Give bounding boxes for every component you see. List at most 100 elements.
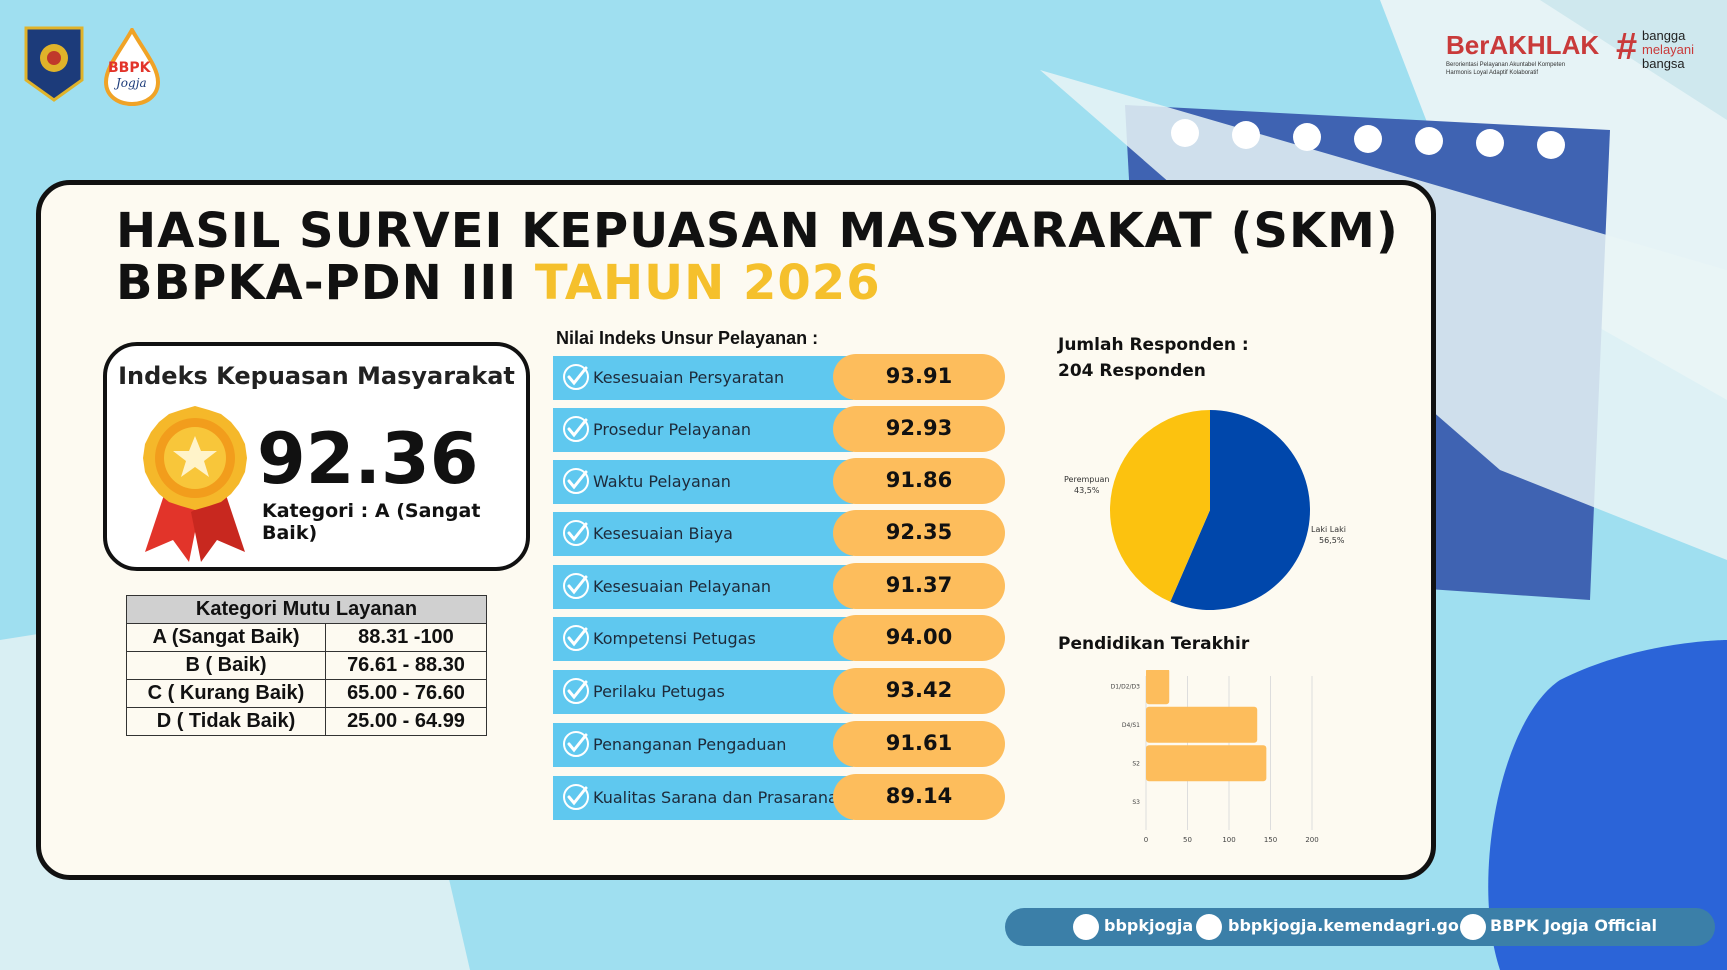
instagram-handle[interactable]: bbpkjogja xyxy=(1104,916,1194,935)
x-tick-label: 50 xyxy=(1183,836,1192,844)
mutu-range-cell: 25.00 - 64.99 xyxy=(325,707,487,736)
mutu-category-cell: C ( Kurang Baik) xyxy=(126,679,326,708)
unsur-row: Kesesuaian Pelayanan 91.37 xyxy=(553,563,1005,609)
unsur-row: Perilaku Petugas 93.42 xyxy=(553,668,1005,714)
unsur-value: 92.93 xyxy=(885,416,953,440)
unsur-value: 91.86 xyxy=(885,468,953,492)
unsur-value-pill xyxy=(833,510,1005,556)
pie-label-value: 56,5% xyxy=(1319,536,1345,545)
bangga-hash-icon: # xyxy=(1616,26,1638,68)
check-icon xyxy=(563,678,589,704)
kemendagri-emblem-icon xyxy=(24,26,84,102)
y-tick-label: D4/S1 xyxy=(1122,722,1140,729)
unsur-label: Kompetensi Petugas xyxy=(593,629,756,648)
unsur-label: Kualitas Sarana dan Prasarana xyxy=(593,788,838,807)
notepad-rings xyxy=(1171,119,1565,159)
unsur-value-pill xyxy=(833,721,1005,767)
ikm-value: 92.36 xyxy=(257,418,479,500)
bangga-line-3: bangsa xyxy=(1642,56,1685,71)
unsur-bar xyxy=(553,512,853,556)
ikm-box: Indeks Kepuasan Masyarakat 92.36 Kategor… xyxy=(103,342,530,571)
unsur-row: Prosedur Pelayanan 92.93 xyxy=(553,406,1005,452)
unsur-bar xyxy=(553,356,853,400)
website-link[interactable]: bbpkjogja.kemendagri.go.id xyxy=(1228,916,1482,935)
unsur-value-pill xyxy=(833,615,1005,661)
check-icon xyxy=(563,416,589,442)
ikm-category: Kategori : A (Sangat Baik) xyxy=(262,500,481,544)
x-tick-label: 0 xyxy=(1144,836,1148,844)
check-icon xyxy=(563,573,589,599)
unsur-label: Perilaku Petugas xyxy=(593,682,725,701)
unsur-heading: Nilai Indeks Unsur Pelayanan : xyxy=(556,328,819,348)
bar-s2 xyxy=(1146,745,1267,782)
title-line-1: HASIL SURVEI KEPUASAN MASYARAKAT (SKM) xyxy=(116,203,1399,259)
pendidikan-title: Pendidikan Terakhir xyxy=(1058,634,1250,654)
unsur-value-pill xyxy=(833,458,1005,504)
berakhlak-logo: BerAKHLAK Berorientasi Pelayanan Akuntab… xyxy=(1446,30,1606,80)
unsur-bar xyxy=(553,723,853,767)
bangga-line-1: bangga xyxy=(1642,28,1686,43)
mutu-category-cell: D ( Tidak Baik) xyxy=(126,707,326,736)
unsur-row: Kesesuaian Biaya 92.35 xyxy=(553,510,1005,556)
bangga-melayani-logo: # bangga melayani bangsa xyxy=(1616,26,1716,74)
check-icon xyxy=(563,364,589,390)
unsur-row: Penanganan Pengaduan 91.61 xyxy=(553,721,1005,767)
pie-label-name: Laki Laki xyxy=(1311,525,1346,534)
unsur-value: 91.37 xyxy=(885,573,953,597)
table-row: C ( Kurang Baik) 65.00 - 76.60 xyxy=(126,679,487,708)
check-icon xyxy=(563,625,589,651)
berakhlak-tagline-2: Harmonis Loyal Adaptif Kolaboratif xyxy=(1446,70,1539,76)
globe-icon[interactable] xyxy=(1196,914,1222,940)
youtube-icon[interactable] xyxy=(1460,914,1486,940)
bar-d1-d2-d3 xyxy=(1146,670,1170,705)
unsur-value-pill xyxy=(833,563,1005,609)
x-tick-label: 100 xyxy=(1222,836,1235,844)
y-tick-label: S3 xyxy=(1132,799,1140,806)
unsur-value: 93.91 xyxy=(885,364,953,388)
check-icon xyxy=(563,468,589,494)
pie-label-name: Perempuan xyxy=(1064,475,1109,484)
bbpk-logo-text: BBPK xyxy=(108,60,151,76)
unsur-row: Waktu Pelayanan 91.86 xyxy=(553,458,1005,504)
youtube-channel[interactable]: BBPK Jogja Official xyxy=(1490,916,1658,935)
x-tick-label: 200 xyxy=(1305,836,1318,844)
title-year-highlight: TAHUN 2026 xyxy=(534,255,881,311)
mutu-layanan-table: Kategori Mutu Layanan A (Sangat Baik) 88… xyxy=(126,595,487,736)
bangga-line-2: melayani xyxy=(1642,42,1695,57)
unsur-bar xyxy=(553,776,853,820)
unsur-value-pill xyxy=(833,668,1005,714)
unsur-value-pill xyxy=(833,354,1005,400)
gender-pie-chart: Perempuan 43,5% Laki Laki 56,5% xyxy=(1064,410,1346,610)
mutu-table-header: Kategori Mutu Layanan xyxy=(126,595,487,624)
unsur-bar xyxy=(553,565,853,609)
unsur-bar xyxy=(553,460,853,504)
education-bar-chart: 0 50 100 150 200 D1/D2/D3 D4/S1 S2 S3 xyxy=(1111,670,1319,844)
table-header-row: Kategori Mutu Layanan xyxy=(126,595,487,624)
mutu-range-cell: 88.31 -100 xyxy=(325,623,487,652)
unsur-value-pill xyxy=(833,406,1005,452)
check-icon xyxy=(563,520,589,546)
unsur-row: Kompetensi Petugas 94.00 xyxy=(553,615,1005,661)
unsur-label: Kesesuaian Pelayanan xyxy=(593,577,772,596)
unsur-row: Kesesuaian Persyaratan 93.91 xyxy=(553,354,1005,400)
unsur-bar xyxy=(553,670,853,714)
mutu-category-cell: B ( Baik) xyxy=(126,651,326,680)
x-tick-label: 150 xyxy=(1264,836,1277,844)
bbpk-logo-subtext: Jogja xyxy=(116,76,147,90)
unsur-row: Kualitas Sarana dan Prasarana 89.14 xyxy=(553,774,1005,820)
unsur-bar xyxy=(553,617,853,661)
berakhlak-tagline-1: Berorientasi Pelayanan Akuntabel Kompete… xyxy=(1446,62,1566,68)
bar-d4-s1 xyxy=(1146,706,1258,743)
pie-slice-perempuan xyxy=(1110,410,1210,602)
unsur-label: Prosedur Pelayanan xyxy=(593,420,752,439)
mutu-category-cell: A (Sangat Baik) xyxy=(126,623,326,652)
mutu-range-cell: 65.00 - 76.60 xyxy=(325,679,487,708)
title-line-2: BBPKA-PDN III xyxy=(116,255,535,311)
y-tick-label: S2 xyxy=(1132,760,1140,767)
mutu-range-cell: 76.61 - 88.30 xyxy=(325,651,487,680)
instagram-icon[interactable] xyxy=(1073,914,1099,940)
unsur-label: Penanganan Pengaduan xyxy=(593,735,787,754)
unsur-value: 91.61 xyxy=(885,731,953,755)
pie-slice-laki-laki xyxy=(1170,410,1310,610)
unsur-value: 92.35 xyxy=(885,520,953,544)
